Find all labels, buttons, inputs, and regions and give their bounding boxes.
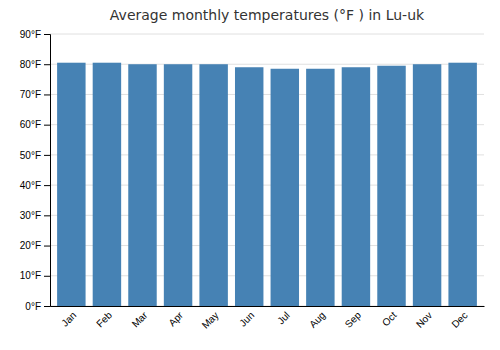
axis-domain <box>51 306 485 307</box>
bar <box>235 67 263 306</box>
tick: Aug <box>307 306 327 330</box>
tick-label: 90°F <box>20 29 41 40</box>
tick: 50°F <box>20 150 50 161</box>
tick: May <box>200 306 221 331</box>
tick: Oct <box>380 306 399 328</box>
tick-label: Apr <box>166 309 185 328</box>
bar <box>306 69 334 306</box>
tick-mark <box>44 125 50 126</box>
tick-label: Aug <box>307 310 327 330</box>
tick-label: Mar <box>130 309 150 329</box>
tick-mark <box>44 34 50 35</box>
bar <box>164 64 192 306</box>
tick-label: Dec <box>449 310 469 330</box>
tick-label: May <box>200 310 221 331</box>
bar <box>413 64 441 306</box>
chart: 0°F 10°F 20°F 30°F 40°F 50°F 60°F 70°F 80°F 90°F J… <box>0 0 500 350</box>
tick: Sep <box>343 306 364 330</box>
tick: 10°F <box>20 270 50 281</box>
tick-label: 70°F <box>20 89 41 100</box>
tick-label: Jun <box>237 310 256 329</box>
bar <box>128 64 156 306</box>
tick: Jan <box>59 306 78 329</box>
grid-line <box>50 34 484 35</box>
tick-mark <box>44 306 50 307</box>
tick-mark <box>44 215 50 216</box>
tick: Nov <box>414 306 434 330</box>
tick-label: Sep <box>343 309 364 330</box>
tick-mark <box>44 246 50 247</box>
tick-label: Jul <box>275 310 292 327</box>
tick: 20°F <box>20 240 50 251</box>
tick-mark <box>44 185 50 186</box>
tick-label: 0°F <box>25 301 41 312</box>
tick: 30°F <box>20 210 50 221</box>
tick: Dec <box>449 306 469 330</box>
bar <box>199 64 227 306</box>
tick: Jun <box>237 306 256 329</box>
axis-domain <box>44 35 51 307</box>
tick: Mar <box>130 306 150 330</box>
tick-label: 20°F <box>20 240 41 251</box>
bar <box>342 67 370 306</box>
tick: Feb <box>94 306 114 330</box>
bar <box>448 63 476 306</box>
x-axis: Jan Feb Mar Apr May Jun Jul Aug Sep Oct Nov Dec <box>51 306 485 331</box>
bar <box>377 66 405 306</box>
y-axis: 0°F 10°F 20°F 30°F 40°F 50°F 60°F 70°F 80°F 90°F <box>20 29 51 312</box>
tick-mark <box>44 64 50 65</box>
tick-label: 50°F <box>20 150 41 161</box>
tick-label: Feb <box>94 309 114 329</box>
tick-label: 40°F <box>20 180 41 191</box>
tick-label: Oct <box>380 309 399 328</box>
tick-mark <box>44 276 50 277</box>
tick-label: 10°F <box>20 270 41 281</box>
tick-label: Jan <box>59 310 78 329</box>
bars <box>57 63 477 306</box>
tick: Jul <box>275 306 292 326</box>
tick-label: Nov <box>414 310 434 330</box>
tick: 80°F <box>20 59 50 70</box>
tick-label: 60°F <box>20 119 41 130</box>
bar <box>271 69 299 306</box>
tick: 40°F <box>20 180 50 191</box>
tick: 0°F <box>25 301 50 312</box>
tick-mark <box>44 155 50 156</box>
plot: 0°F 10°F 20°F 30°F 40°F 50°F 60°F 70°F 80°F 90°F J… <box>20 29 485 331</box>
tick: 70°F <box>20 89 50 100</box>
tick-mark <box>44 94 50 95</box>
bar <box>93 63 121 306</box>
chart-container: 0°F 10°F 20°F 30°F 40°F 50°F 60°F 70°F 80°F 90°F J… <box>0 0 500 350</box>
bar <box>57 63 85 306</box>
tick-label: 30°F <box>20 210 41 221</box>
tick: 60°F <box>20 119 50 130</box>
title: Average monthly temperatures (°F ) in Lu… <box>110 7 425 23</box>
tick: 90°F <box>20 29 50 40</box>
tick-label: 80°F <box>20 59 41 70</box>
grid <box>50 34 484 306</box>
tick: Apr <box>166 306 185 328</box>
